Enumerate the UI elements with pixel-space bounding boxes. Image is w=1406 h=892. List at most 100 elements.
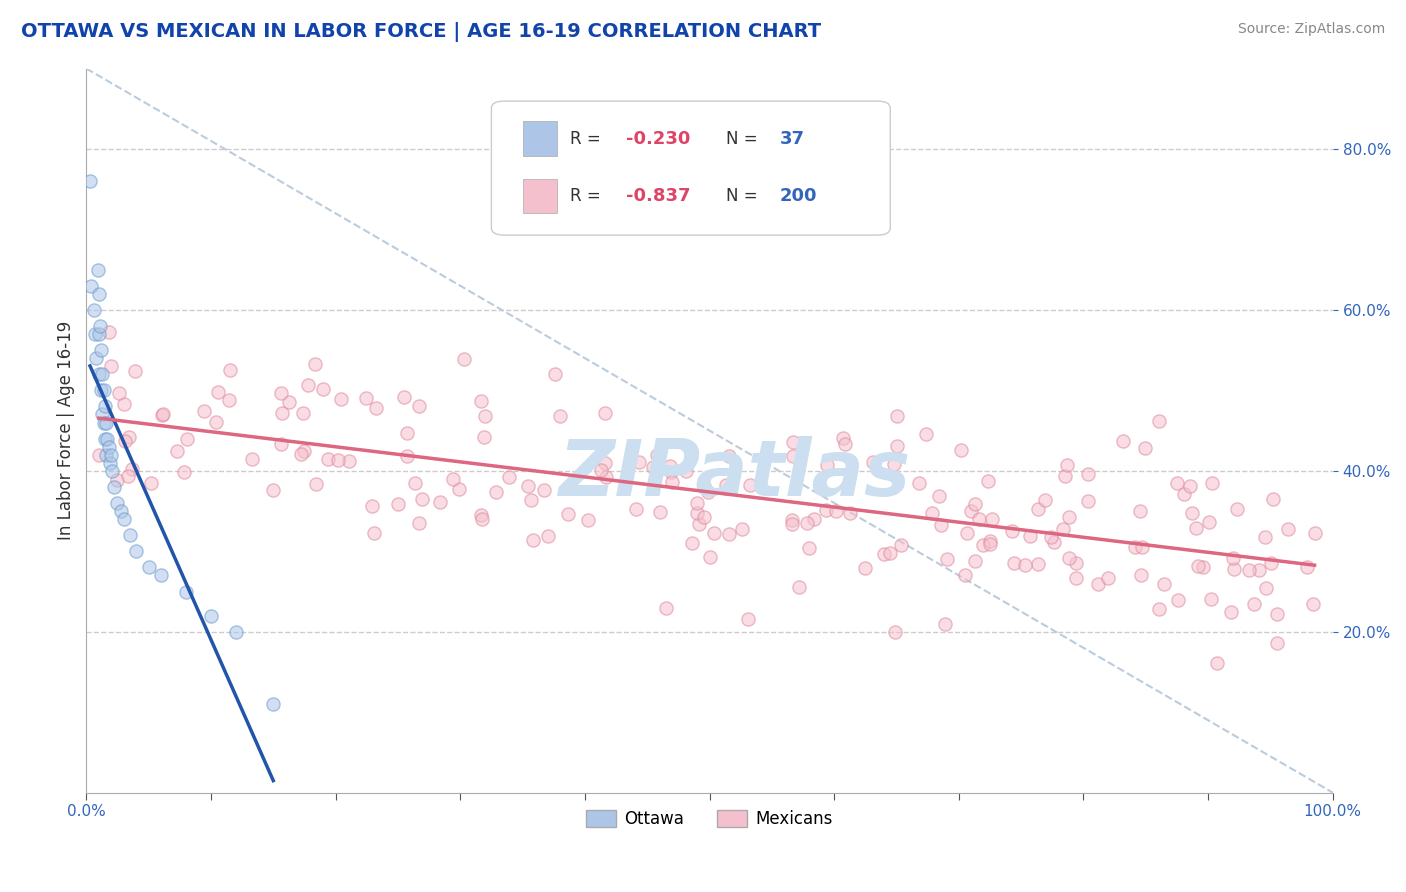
Point xyxy=(862,455,884,469)
Point xyxy=(387,497,409,511)
Point xyxy=(139,475,162,490)
Point xyxy=(174,584,197,599)
Point xyxy=(404,476,426,491)
Point xyxy=(955,568,977,582)
Point xyxy=(593,406,616,420)
Point xyxy=(658,458,681,473)
Point xyxy=(1277,522,1299,536)
Point xyxy=(110,504,132,518)
Point xyxy=(166,444,188,458)
Point xyxy=(799,541,821,556)
Point xyxy=(686,506,709,520)
Point xyxy=(648,505,671,519)
Point xyxy=(87,286,110,301)
Point xyxy=(262,697,284,711)
Point xyxy=(305,476,328,491)
Legend: Ottawa, Mexicans: Ottawa, Mexicans xyxy=(579,804,839,835)
Point xyxy=(96,432,118,446)
Point xyxy=(699,549,721,564)
Point xyxy=(193,403,215,417)
Point xyxy=(87,368,110,382)
Point xyxy=(326,453,349,467)
Point xyxy=(225,624,247,639)
Point xyxy=(101,464,124,478)
Point xyxy=(1097,571,1119,585)
Point xyxy=(411,492,433,507)
Point xyxy=(1302,597,1324,611)
Point xyxy=(304,357,326,371)
Point xyxy=(1130,567,1153,582)
Point xyxy=(86,262,108,277)
Point xyxy=(921,506,943,520)
Point xyxy=(1173,487,1195,501)
Point xyxy=(717,449,740,463)
Point xyxy=(879,546,901,560)
Point xyxy=(218,363,240,377)
Point xyxy=(1265,636,1288,650)
Point xyxy=(595,470,617,484)
Point xyxy=(1198,516,1220,530)
Point xyxy=(173,465,195,479)
Point xyxy=(207,385,229,400)
Point xyxy=(934,617,956,632)
Point xyxy=(834,436,856,450)
Point xyxy=(883,457,905,471)
Point xyxy=(519,493,541,508)
Point xyxy=(474,409,496,423)
Point xyxy=(853,561,876,575)
Point xyxy=(714,478,737,492)
Point xyxy=(981,512,1004,526)
Point xyxy=(1059,510,1081,524)
Point xyxy=(782,449,804,463)
Point xyxy=(93,384,115,398)
Point xyxy=(890,538,912,552)
FancyBboxPatch shape xyxy=(523,121,557,156)
Point xyxy=(1002,556,1025,570)
Point xyxy=(1260,556,1282,570)
Text: N =: N = xyxy=(725,129,762,148)
Point xyxy=(960,504,983,518)
Point xyxy=(1053,468,1076,483)
FancyBboxPatch shape xyxy=(492,101,890,235)
Point xyxy=(1254,529,1277,543)
Point xyxy=(90,343,112,358)
Point xyxy=(576,513,599,527)
Point xyxy=(408,399,430,413)
Point xyxy=(118,430,141,444)
Point xyxy=(1077,494,1099,508)
Point xyxy=(661,475,683,489)
Point xyxy=(262,483,284,498)
Point xyxy=(1043,535,1066,549)
Point xyxy=(693,479,716,493)
Point xyxy=(692,510,714,524)
Point xyxy=(270,436,292,450)
Point xyxy=(453,351,475,366)
Point xyxy=(112,397,135,411)
Point xyxy=(872,547,894,561)
Point xyxy=(93,416,115,430)
Point xyxy=(100,359,122,373)
Point xyxy=(96,416,118,430)
Point xyxy=(825,503,848,517)
Point xyxy=(979,537,1001,551)
Point xyxy=(1026,502,1049,516)
Point xyxy=(1014,558,1036,573)
Point xyxy=(150,568,173,582)
Point xyxy=(470,508,492,522)
Point xyxy=(396,449,419,463)
Point xyxy=(1265,607,1288,621)
Point xyxy=(292,405,315,419)
Point xyxy=(645,448,668,462)
Point xyxy=(557,507,579,521)
Point xyxy=(1125,540,1147,554)
Point xyxy=(80,278,103,293)
Point xyxy=(408,516,430,530)
Point xyxy=(429,495,451,509)
Point xyxy=(688,516,710,531)
Point xyxy=(681,535,703,549)
Point xyxy=(589,462,612,476)
Text: ZIPatlas: ZIPatlas xyxy=(558,436,911,512)
Point xyxy=(815,503,838,517)
Point xyxy=(103,480,125,494)
Point xyxy=(886,409,908,424)
